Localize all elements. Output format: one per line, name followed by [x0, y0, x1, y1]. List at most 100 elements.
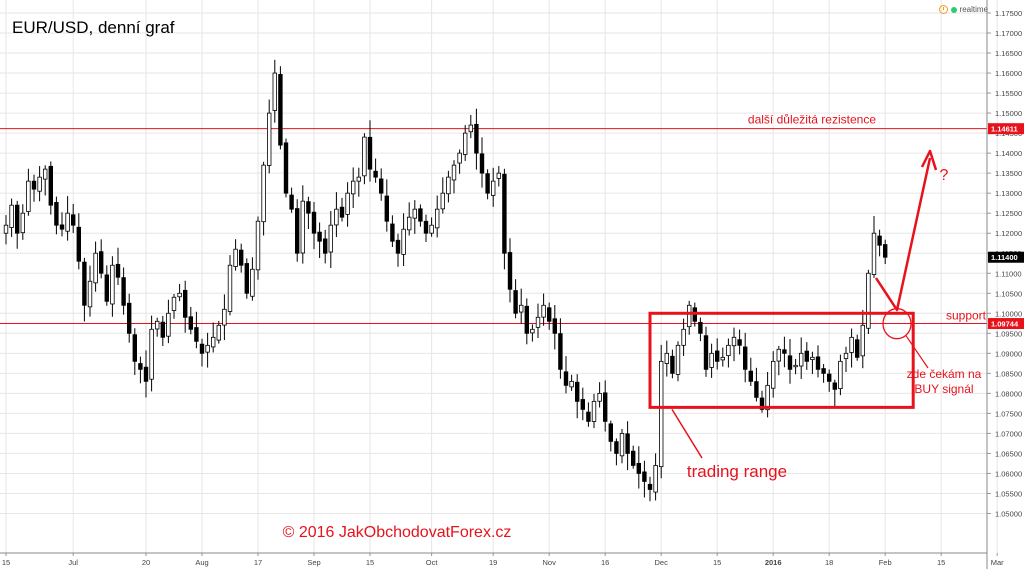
- candle-body-down: [289, 194, 294, 210]
- candle: [804, 342, 809, 370]
- candle-body-up: [345, 192, 350, 215]
- candle-body-down: [59, 224, 65, 230]
- candle: [608, 420, 613, 452]
- candle-body-up: [401, 228, 406, 255]
- candle-body-down: [395, 239, 401, 254]
- candle-body-down: [603, 392, 608, 422]
- candle: [362, 133, 367, 185]
- candle-body-down: [608, 423, 613, 442]
- candle-body-down: [82, 261, 87, 306]
- candle-body-up: [810, 356, 815, 360]
- projection-arrowhead: [920, 149, 938, 171]
- candle: [401, 213, 406, 266]
- candle-body-up: [429, 224, 434, 234]
- candle-body-up: [87, 280, 93, 308]
- candle-body-up: [43, 168, 48, 180]
- candle: [451, 160, 457, 194]
- candle: [787, 339, 793, 384]
- candle: [580, 387, 585, 421]
- candle: [681, 318, 686, 356]
- candle: [110, 256, 115, 317]
- candle-body-down: [294, 208, 300, 254]
- candle: [849, 328, 854, 368]
- candle-body-down: [883, 244, 888, 258]
- candle-body-down: [322, 238, 328, 254]
- candle-body-up: [266, 112, 272, 166]
- x-tick-label: Feb: [879, 558, 892, 567]
- candle-body-up: [334, 208, 339, 226]
- y-tick-label: 1.09000: [995, 349, 1022, 358]
- candle: [9, 198, 14, 237]
- candle-body-up: [731, 336, 737, 347]
- candle-body-down: [507, 252, 513, 290]
- candle-body-up: [771, 360, 776, 389]
- candle-body-up: [793, 364, 798, 368]
- candle: [871, 216, 877, 278]
- candle-body-down: [748, 370, 753, 382]
- candle-body-down: [115, 263, 121, 278]
- candle: [642, 460, 647, 498]
- candle: [115, 247, 121, 286]
- candle: [322, 229, 328, 264]
- candle: [227, 255, 233, 316]
- candle-body-up: [451, 164, 457, 181]
- candle-body-down: [563, 371, 569, 386]
- candle: [289, 187, 294, 213]
- candle: [334, 192, 339, 238]
- candle-body-up: [799, 352, 804, 367]
- annotations-layer: další důležitá rezistence support trading …: [283, 113, 987, 541]
- candle-body-down: [423, 220, 429, 234]
- candle: [530, 324, 535, 342]
- candle: [793, 358, 798, 375]
- candle: [199, 338, 205, 367]
- candle: [810, 351, 815, 374]
- candle: [160, 315, 165, 347]
- candle-body-up: [149, 328, 154, 380]
- candle-body-up: [110, 264, 115, 305]
- candle-body-down: [317, 231, 322, 242]
- candle: [294, 199, 300, 262]
- candle: [418, 204, 423, 227]
- candle-body-up: [300, 200, 305, 254]
- resistance-price-label: 1.14611: [988, 123, 1024, 135]
- candle-body-up: [356, 176, 361, 182]
- projection-arrow: [874, 157, 932, 312]
- candle: [815, 345, 821, 378]
- candle: [647, 476, 653, 502]
- candle: [59, 212, 65, 237]
- y-tick-label: 1.10500: [995, 289, 1022, 298]
- candle-body-up: [843, 352, 849, 360]
- candle-body-up: [866, 272, 871, 329]
- status-indicator: realtime: [938, 5, 988, 14]
- candle-body-down: [306, 201, 311, 214]
- candle: [255, 216, 261, 280]
- candle: [31, 174, 37, 202]
- clock-icon: [938, 5, 948, 14]
- y-tick-label: 1.05000: [995, 509, 1022, 518]
- candle: [210, 322, 216, 353]
- candle-body-up: [535, 316, 541, 328]
- candle-body-down: [759, 397, 765, 410]
- candle: [99, 239, 104, 279]
- candle: [216, 320, 221, 344]
- candle-body-down: [502, 173, 507, 254]
- candle-body-up: [412, 208, 417, 219]
- candle-body-up: [860, 324, 865, 357]
- candle-body-down: [132, 334, 137, 362]
- candle-body-down: [31, 180, 37, 190]
- candle: [838, 354, 843, 396]
- trading-range-pointer: [671, 408, 703, 459]
- y-tick-label: 1.08500: [995, 369, 1022, 378]
- candle-body-down: [160, 321, 165, 338]
- candle-body-up: [720, 356, 725, 361]
- candle: [860, 309, 865, 369]
- resistance-label: další důležitá rezistence: [748, 113, 876, 127]
- candle: [188, 306, 193, 335]
- candle-body-down: [283, 142, 289, 194]
- candle: [311, 202, 317, 250]
- candle-body-down: [485, 173, 490, 194]
- candle: [205, 332, 210, 368]
- candle: [877, 229, 882, 257]
- candle: [300, 185, 305, 264]
- grid-layer: [0, 0, 998, 553]
